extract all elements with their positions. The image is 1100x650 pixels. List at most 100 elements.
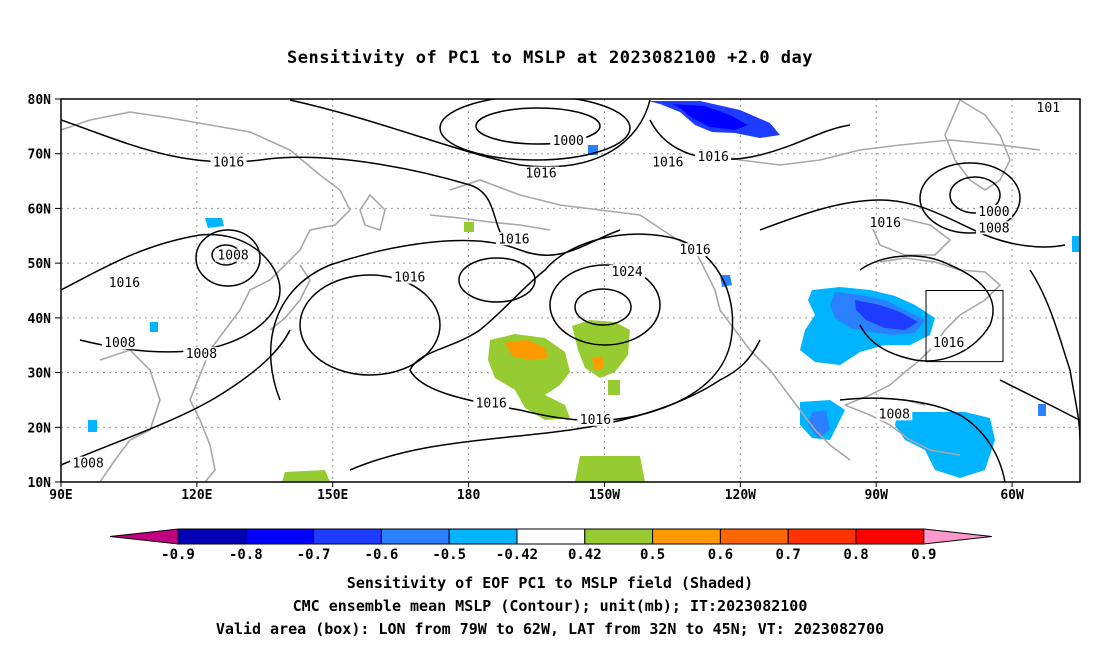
contour-label-bg (391, 270, 428, 284)
contour-label-bg (975, 204, 1012, 218)
contour-label-bg (215, 248, 252, 262)
contour-label-bg (695, 150, 732, 164)
shade-negative-small-5 (1038, 404, 1046, 416)
contour-label: 1008 (186, 347, 217, 362)
shade-positive-pacific-4 (282, 470, 330, 482)
colorbar (109, 528, 992, 545)
caption-contour: CMC ensemble mean MSLP (Contour); unit(m… (292, 597, 808, 615)
contour-label-bg (550, 133, 587, 147)
contour-label: 1000 (978, 205, 1009, 220)
contour-label: 1016 (698, 150, 729, 165)
contour-label-bg (649, 155, 686, 169)
contour-label: 1016 (213, 156, 244, 171)
page-title: Sensitivity of PC1 to MSLP at 2023082100… (286, 48, 813, 68)
contour-label: 1016 (109, 276, 140, 291)
contour-label: 1008 (879, 407, 910, 422)
map-frame (60, 98, 1081, 483)
lat-label: 60N (28, 202, 52, 217)
coast-gulf (844, 404, 961, 456)
colorbar-label: 0.7 (776, 547, 801, 563)
contour-label: 1008 (217, 249, 248, 264)
contour-label-bg (1034, 100, 1063, 114)
contour-label-bg (473, 396, 510, 410)
shade-negative-caribbean (895, 412, 995, 478)
colorbar-swatch (652, 528, 721, 545)
shade-positive-pacific-2-core (592, 356, 604, 370)
coast-kamchatka (359, 193, 386, 232)
contour-1016-arctic (649, 119, 851, 161)
contour-label: 1000 (553, 134, 584, 149)
contour-label-bg (677, 243, 714, 257)
contour-label: 1008 (73, 457, 104, 472)
colorbar-swatch (923, 528, 992, 545)
contour-1008-asia (61, 233, 281, 353)
coast-alaska (449, 179, 706, 271)
colorbar-swatch (584, 528, 654, 545)
caption-valid-area: Valid area (box): LON from 79W to 62W, L… (215, 620, 885, 638)
contour-label: 1008 (104, 336, 135, 351)
mslp-contours (61, 99, 1080, 482)
coast-arctic (699, 139, 1041, 166)
coast-hudson (868, 217, 952, 256)
colorbar-label: -0.42 (496, 547, 538, 563)
valid-area-box (925, 290, 1004, 363)
shade-negative-small-4 (1072, 236, 1080, 252)
contour-label-bg (577, 412, 614, 426)
lon-label: 90W (864, 488, 888, 503)
lon-label: 120W (725, 488, 756, 503)
contour-low-aleutian-mid (439, 99, 631, 161)
contour-1016-west-pacific (299, 274, 441, 376)
contour-label-bg (495, 232, 532, 246)
colorbar-label: 0.9 (911, 547, 936, 563)
contour-label-bg (101, 336, 138, 350)
lon-label: 150E (317, 488, 348, 503)
contour-label-bg (183, 347, 220, 361)
shade-positive-pacific-2 (572, 320, 630, 378)
coast-greenland (944, 99, 1011, 191)
coastlines (61, 99, 1041, 482)
colorbar-swatch (177, 528, 247, 545)
contour-1016-north (61, 119, 511, 246)
contour-label: 1008 (978, 221, 1009, 236)
contour-label: 1016 (394, 271, 425, 286)
lat-label: 20N (28, 421, 52, 436)
coast-japan (269, 264, 311, 331)
colorbar-labels: -0.9 -0.8 -0.7 -0.6 -0.5 -0.42 0.42 0.5 0.6 0.7 0.… (161, 547, 936, 563)
shade-positive-pacific-core (505, 340, 548, 360)
contour-label-bg (609, 265, 646, 279)
contour-1016-box (859, 255, 994, 362)
contour-1016-pacific-high (409, 233, 734, 422)
contour-label-bg (210, 155, 247, 169)
shade-negative-small-6 (88, 420, 97, 432)
contour-1016-east (1029, 269, 1080, 441)
latitude-labels: 80N 70N 60N 50N 40N 30N 20N 10N (28, 93, 61, 491)
lat-label: 30N (28, 367, 52, 382)
sensitivity-shading (88, 101, 1080, 482)
lat-label: 50N (28, 257, 52, 272)
contour-label: 1016 (525, 167, 556, 182)
caption-shaded: Sensitivity of EOF PC1 to MSLP field (Sh… (346, 574, 754, 592)
shade-positive-pacific-1 (488, 334, 570, 420)
colorbar-label: -0.7 (297, 547, 331, 563)
coast-west-na (704, 269, 851, 461)
contour-label: 1016 (476, 396, 507, 411)
shade-negative-small-7 (150, 322, 158, 332)
contour-1008-atl (919, 162, 1021, 234)
lat-label: 10N (28, 476, 52, 491)
contour-label-bg (975, 221, 1012, 235)
lon-label: 60W (1000, 488, 1024, 503)
contour-label-bg (930, 336, 967, 350)
coast-east-asia (61, 111, 351, 482)
contour-label: 1016 (933, 336, 964, 351)
colorbar-swatch (787, 528, 857, 545)
lon-label: 150W (589, 488, 620, 503)
shade-negative-east-us-core (855, 300, 918, 330)
contour-1016-east-2 (999, 379, 1080, 421)
contour-label-bg (867, 215, 904, 229)
lat-label: 40N (28, 312, 52, 327)
colorbar-swatch (448, 528, 518, 545)
colorbar-label: 0.6 (708, 547, 733, 563)
contour-low-aleutian-outer (289, 99, 651, 168)
contour-label-bg (106, 276, 143, 290)
